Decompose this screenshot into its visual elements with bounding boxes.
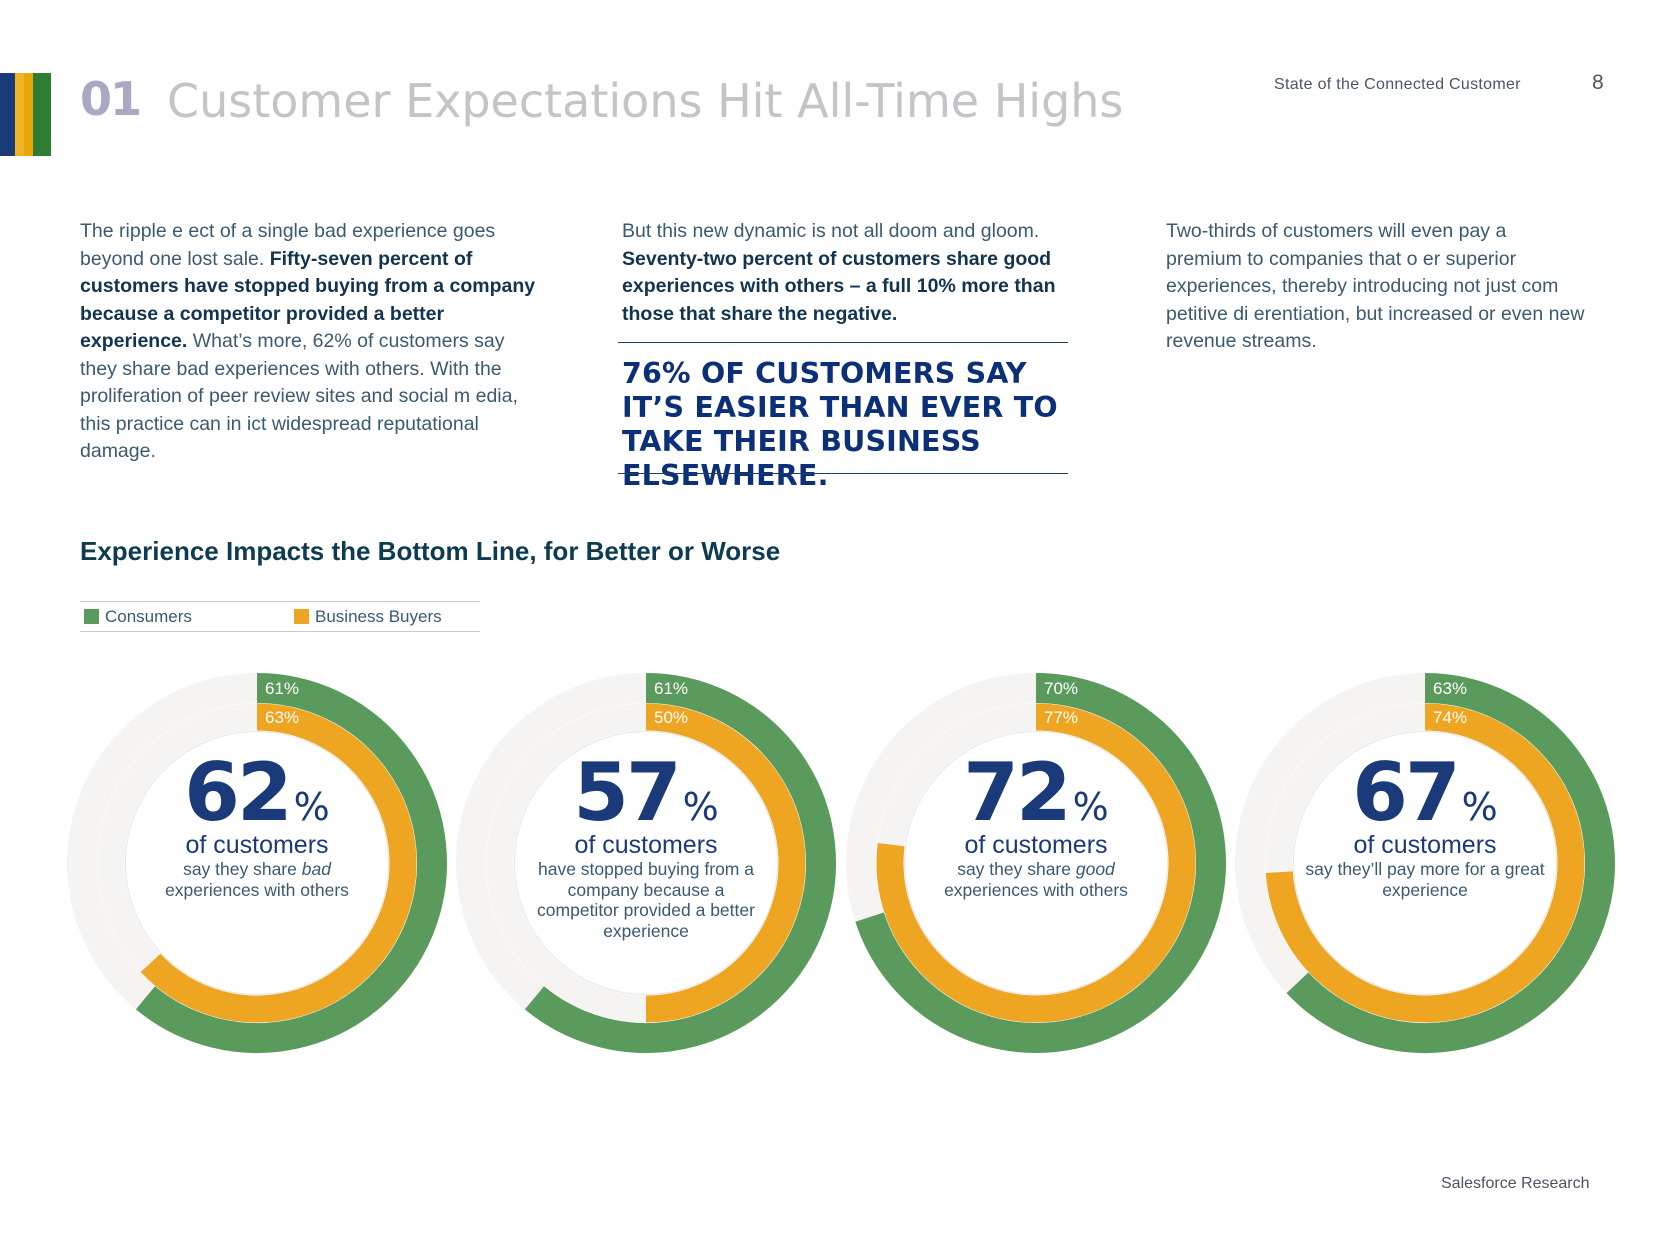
donut-1-arc-business-buyers [140, 703, 417, 1023]
donut-2-headline-value: 57 [573, 746, 681, 839]
brand-bar-yellow [15, 73, 24, 156]
footer-text: Salesforce Research [1441, 1175, 1590, 1192]
callout-quote: 76% of customers say it’s easier than ev… [622, 357, 1058, 492]
donut-2-label-consumers: 61% [654, 679, 688, 698]
donut-2-arc-business-buyers [645, 703, 806, 1023]
donut-3-label-consumers: 70% [1044, 679, 1078, 698]
donut-4-arc-consumers [1286, 673, 1615, 1053]
col2-bold: Seventy-two percent of customers share g… [622, 247, 1056, 325]
donut-4-inner-edge [1293, 731, 1557, 995]
donut-4-headline-value: 67 [1352, 746, 1460, 839]
donut-1-center-label: 62% of customers say they share bad experi… [137, 753, 377, 900]
donut-2-headline-unit: % [682, 785, 719, 829]
page-number: 8 [1592, 71, 1604, 94]
donut-4-label-business-buyers: 74% [1433, 708, 1467, 727]
donut-1-headline-value: 62 [184, 746, 292, 839]
col1-rest: What’s more, 62% of customers say they s… [80, 330, 518, 462]
legend-swatch-business-buyers [294, 609, 309, 624]
donut-3-headline-unit: % [1072, 785, 1109, 829]
donut-3-description: say they share good experiences with oth… [944, 859, 1128, 900]
donut-charts: 61% 63% 61% 50% 70% 77% 63% 74% [67, 673, 1615, 1053]
chart-title: Experience Impacts the Bottom Line, for … [80, 536, 781, 566]
page-title: Customer Expectations Hit All-Time Highs [167, 74, 1124, 128]
donut-1-description: say they share bad experiences with othe… [165, 859, 349, 900]
donut-2-label-business-buyers: 50% [654, 708, 688, 727]
body-column-3: Two-thirds of customers will even pay a … [1166, 218, 1586, 356]
col2-intro: But this new dynamic is not all doom and… [622, 220, 1040, 242]
donut-1-label-consumers: 61% [265, 679, 299, 698]
donut-4-description: say they’ll pay more for a great experie… [1305, 859, 1545, 900]
donut-3-center-label: 72% of customers say they share good exper… [916, 753, 1156, 900]
donut-2-description: have stopped buying from a company becau… [537, 859, 755, 941]
legend-label-business-buyers: Business Buyers [315, 607, 442, 626]
donut-1-subhead: of customers [185, 831, 329, 859]
brand-bar-blue [0, 73, 15, 156]
brand-bar-green [33, 73, 51, 156]
donut-3-arc-consumers [855, 673, 1226, 1053]
donut-3-inner-edge [904, 731, 1168, 995]
donut-3-subhead: of customers [964, 831, 1108, 859]
donut-4-subhead: of customers [1353, 831, 1497, 859]
section-number: 01 [80, 72, 142, 126]
callout-rule-top [618, 342, 1068, 343]
donut-2-center-label: 57% of customers have stopped buying from … [526, 753, 766, 941]
brand-color-bars [0, 73, 51, 156]
donut-1-label-business-buyers: 63% [265, 708, 299, 727]
report-name: State of the Connected Customer [1274, 76, 1521, 93]
donut-2-inner-edge [514, 731, 778, 995]
body-column-1: The ripple e ect of a single bad experie… [80, 218, 540, 466]
donut-3-headline-value: 72 [963, 746, 1071, 839]
col1-bold: Fifty-seven percent of customers have st… [80, 247, 536, 353]
donut-1-arc-consumers [135, 673, 447, 1053]
col3-text: Two-thirds of customers will even pay a … [1166, 220, 1585, 352]
chart-legend: Consumers Business Buyers [80, 601, 480, 632]
donut-3-arc-business-buyers [876, 703, 1196, 1023]
brand-bar-orange [24, 73, 33, 156]
legend-swatch-consumers [84, 609, 99, 624]
body-column-2: But this new dynamic is not all doom and… [622, 218, 1092, 328]
callout-rule-bottom [618, 473, 1068, 474]
donut-1-inner-edge [125, 731, 389, 995]
donut-4-label-consumers: 63% [1433, 679, 1467, 698]
donut-1-headline-unit: % [293, 785, 330, 829]
donut-4-arc-business-buyers [1265, 703, 1585, 1023]
donut-4-center-label: 67% of customers say they’ll pay more for … [1305, 753, 1545, 900]
donut-2-subhead: of customers [574, 831, 718, 859]
donut-3-label-business-buyers: 77% [1044, 708, 1078, 727]
legend-label-consumers: Consumers [105, 607, 192, 626]
col1-intro: The ripple e ect of a single bad experie… [80, 220, 496, 270]
donut-2-arc-consumers [524, 673, 836, 1053]
legend-item-consumers: Consumers [84, 607, 192, 627]
legend-item-business-buyers: Business Buyers [294, 607, 442, 627]
donut-4-headline-unit: % [1461, 785, 1498, 829]
